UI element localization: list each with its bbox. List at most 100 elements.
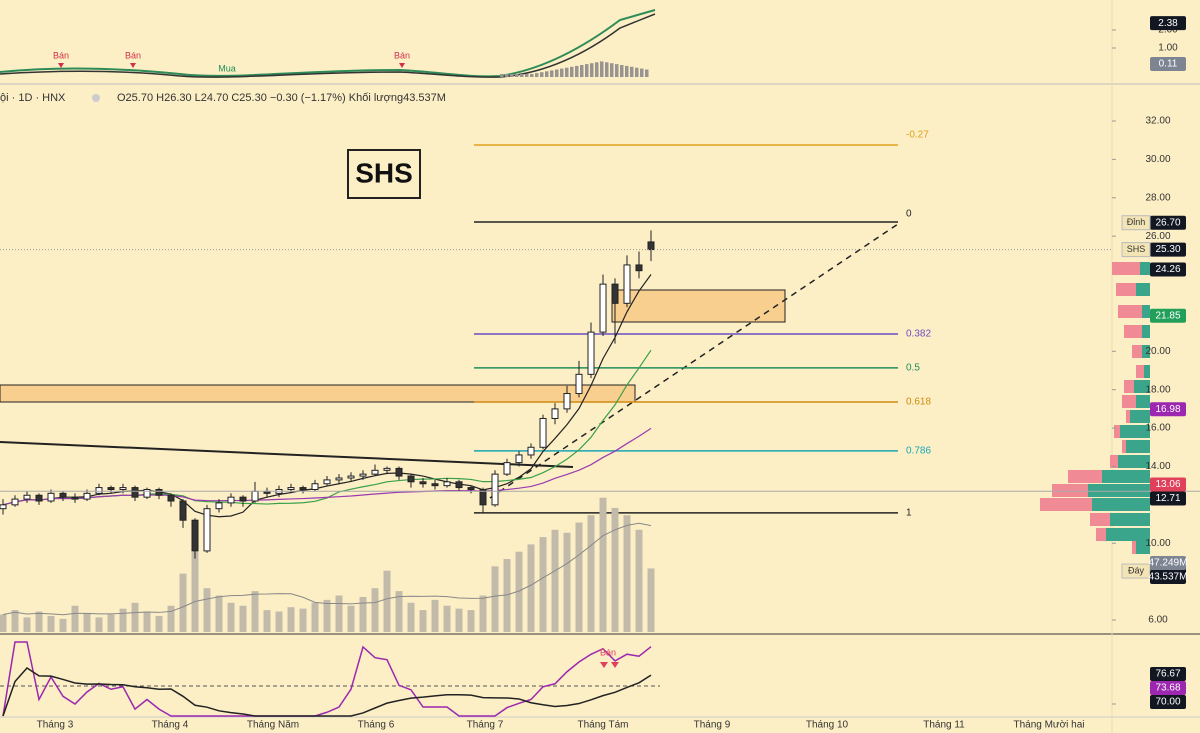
ohlc: O25.70 H26.30 L24.70 C25.30 −0.30 (−1.17…: [117, 92, 446, 104]
candle-body: [299, 487, 307, 490]
trend-line: [0, 441, 574, 468]
volume-bar: [503, 559, 511, 632]
histogram-bar: [580, 65, 584, 77]
volume-bar: [407, 602, 415, 632]
volume-bar: [527, 544, 535, 632]
candle-body: [539, 417, 547, 448]
histogram-bar: [645, 69, 649, 77]
indicator-histogram: [500, 61, 649, 77]
volume-bar: [563, 532, 571, 632]
histogram-bar: [510, 74, 514, 77]
volume-bar: [467, 610, 475, 632]
volume-bar: [491, 566, 499, 632]
candle-body: [527, 446, 535, 456]
histogram-bar: [530, 74, 534, 77]
volume-bar: [83, 613, 91, 632]
candle-body: [407, 475, 415, 483]
candle-body: [11, 498, 19, 506]
y-tick-label: 30.00: [1145, 154, 1170, 165]
candle-body: [635, 264, 643, 272]
profile-bar: [1112, 262, 1140, 275]
candle-body: [479, 488, 487, 506]
candle-body: [587, 331, 595, 375]
volume-bar: [443, 605, 451, 632]
volume-bar: [359, 596, 367, 632]
volume-bar: [23, 617, 31, 632]
fib-label: -0.27: [906, 130, 929, 141]
candle-body: [359, 473, 367, 477]
histogram-bar: [605, 62, 609, 77]
volume-bar: [191, 551, 199, 632]
x-tick-label: Tháng Tám: [578, 720, 629, 731]
candle-body: [0, 504, 7, 510]
volume-profile: [1040, 262, 1150, 554]
candle-body: [119, 487, 127, 490]
y-tick-label: 10.00: [1145, 538, 1170, 549]
histogram-bar: [535, 73, 539, 77]
profile-bar: [1136, 541, 1150, 554]
candle-body: [191, 519, 199, 552]
profile-bar: [1136, 283, 1150, 296]
fib-label: 0.618: [906, 397, 931, 408]
histogram-bar: [540, 72, 544, 77]
profile-bar: [1140, 262, 1150, 275]
y-tick-label: 20.00: [1145, 346, 1170, 357]
candle-body: [239, 496, 247, 502]
price-badge: [1150, 570, 1186, 585]
icon: [92, 94, 100, 102]
profile-bar: [1122, 440, 1126, 453]
histogram-bar: [550, 70, 554, 77]
badge-tag-label: SHS: [1127, 244, 1146, 254]
candle-body: [155, 488, 163, 496]
histogram-bar: [565, 67, 569, 77]
candle-body: [131, 487, 139, 498]
volume-bar: [347, 605, 355, 632]
volume-bar: [107, 614, 115, 632]
zone-box: [0, 384, 636, 403]
price-badge: [1150, 262, 1186, 277]
volume-bar: [623, 515, 631, 632]
badge-tag-label: Đáy: [1128, 565, 1145, 575]
y-tick-label: 32.00: [1145, 116, 1170, 127]
volume-bar: [611, 507, 619, 632]
candle-body: [551, 408, 559, 419]
profile-bar: [1102, 470, 1150, 483]
volume-bar: [215, 595, 223, 632]
symbol: ội · 1D · HNX: [0, 92, 66, 104]
badge-label: 21.85: [1155, 310, 1180, 321]
volume-bar: [227, 602, 235, 632]
volume-bar: [323, 599, 331, 632]
histogram-bar: [560, 68, 564, 77]
candle-body: [179, 500, 187, 521]
profile-bar: [1136, 395, 1150, 408]
y-tick-label: 18.00: [1145, 384, 1170, 395]
histogram-bar: [615, 64, 619, 77]
volume-bar: [383, 570, 391, 632]
volume-bar: [551, 529, 559, 632]
moving-average: [2, 274, 652, 518]
profile-bar: [1116, 283, 1136, 296]
badge-label: 76.67: [1155, 669, 1180, 680]
volume-bar: [419, 610, 427, 632]
rsi-signal: Bán: [600, 647, 616, 657]
histogram-bar: [525, 74, 529, 77]
candle-body: [47, 492, 55, 502]
volume-bar: [47, 615, 55, 632]
profile-bar: [1132, 541, 1136, 554]
histogram-bar: [630, 66, 634, 77]
candle-body: [599, 283, 607, 333]
x-tick-label: Tháng 4: [152, 720, 189, 731]
histogram-bar: [620, 65, 624, 77]
candle-body: [143, 488, 151, 498]
volume-bar: [71, 605, 79, 632]
fib-label: 0.5: [906, 362, 920, 373]
volume-bar: [203, 588, 211, 632]
volume-bar: [0, 614, 7, 632]
candle-body: [515, 454, 523, 464]
badge-tag: [1121, 242, 1151, 258]
badge-label: 43.537M: [1149, 572, 1188, 583]
candle-body: [167, 494, 175, 502]
y-tick-label: 6.00: [1148, 615, 1168, 626]
price-badge: [1150, 694, 1186, 709]
chart-title: SHS: [355, 157, 413, 188]
